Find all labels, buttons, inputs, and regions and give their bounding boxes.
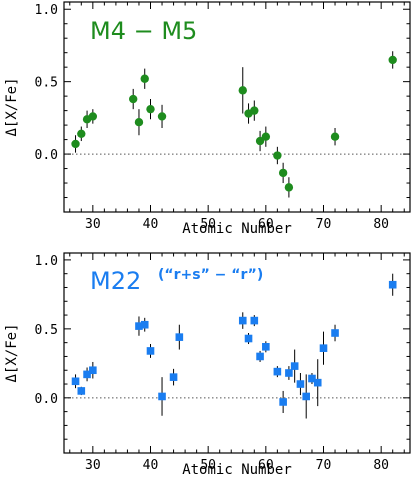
data-point xyxy=(319,344,328,352)
data-point xyxy=(140,74,149,83)
data-point xyxy=(255,136,265,146)
y-tick-label: 0.0 xyxy=(35,392,58,407)
data-point xyxy=(169,373,178,381)
data-point xyxy=(238,316,247,325)
data-point xyxy=(308,374,316,383)
y-tick-label: 1.0 xyxy=(35,254,58,269)
x-tick-label: 40 xyxy=(143,217,159,232)
data-point xyxy=(158,392,166,401)
data-point xyxy=(261,132,271,141)
x-tick-label: 70 xyxy=(316,217,332,232)
bottom-panel-title: M22 xyxy=(90,267,141,295)
bottom-axis-ticks: 30 40 50 60 70 80 0.0 0.5 1.0 xyxy=(35,253,410,473)
data-point xyxy=(71,139,80,149)
top-axis-ticks: 30 40 50 60 70 80 0.0 0.5 1.0 xyxy=(35,2,410,232)
bottom-y-axis-label: Δ[X/Fe] xyxy=(4,323,20,382)
data-point xyxy=(250,316,259,325)
top-panel-title: M4 − M5 xyxy=(90,17,197,45)
top-y-axis-label: Δ[X/Fe] xyxy=(4,77,20,136)
data-point xyxy=(250,106,259,115)
y-tick-label: 0.5 xyxy=(35,76,58,91)
y-tick-label: 0.0 xyxy=(35,148,58,163)
data-point xyxy=(146,104,155,114)
x-tick-label: 50 xyxy=(200,458,216,473)
data-point xyxy=(140,320,149,329)
bottom-error-bars xyxy=(75,273,394,419)
bottom-panel-m22: 30 40 50 60 70 800.00.51.0 M22 (“r+s” − “r”) … xyxy=(4,252,411,478)
data-point xyxy=(146,347,155,355)
x-tick-label: 50 xyxy=(200,217,216,232)
y-tick-label: 1.0 xyxy=(35,3,58,18)
top-error-bars xyxy=(75,51,394,198)
data-point xyxy=(302,392,310,401)
bottom-x-axis-label: Atomic Number xyxy=(182,462,292,478)
data-point xyxy=(262,342,270,351)
top-plot-frame xyxy=(63,1,411,213)
bottom-data-points xyxy=(71,280,397,406)
bottom-panel-subtitle: (“r+s” − “r”) xyxy=(158,267,263,283)
data-point xyxy=(273,151,282,160)
data-point xyxy=(273,367,282,376)
data-point xyxy=(284,183,294,192)
x-tick-label: 80 xyxy=(373,458,389,473)
data-point xyxy=(313,378,322,387)
data-point xyxy=(290,362,299,370)
data-point xyxy=(71,377,80,386)
bottom-plot-frame xyxy=(63,252,411,454)
data-point xyxy=(244,334,253,343)
data-point xyxy=(256,352,264,361)
data-point xyxy=(157,112,167,121)
data-point xyxy=(331,329,339,337)
x-tick-label: 70 xyxy=(316,458,332,473)
data-point xyxy=(129,94,138,104)
data-point xyxy=(238,86,247,95)
data-point xyxy=(279,398,287,406)
data-point xyxy=(77,129,86,138)
data-point xyxy=(330,132,340,141)
x-tick-label: 30 xyxy=(85,458,101,473)
top-panel-m4-m5: 30 40 50 60 70 80 0.0 0.5 1.0 M4 − M5 Atomic Num… xyxy=(4,1,411,237)
data-point xyxy=(135,322,143,330)
x-tick-label: 60 xyxy=(258,217,274,232)
top-data-points xyxy=(71,55,397,192)
data-point xyxy=(175,333,184,341)
data-point xyxy=(77,387,86,395)
data-point xyxy=(88,112,98,121)
x-tick-label: 40 xyxy=(143,458,159,473)
y-tick-label: 0.5 xyxy=(35,323,58,338)
data-point xyxy=(83,370,91,379)
data-point xyxy=(296,380,305,388)
data-point xyxy=(134,118,144,127)
data-point xyxy=(388,55,397,65)
x-tick-label: 80 xyxy=(373,217,389,232)
top-x-axis-label: Atomic Number xyxy=(182,221,292,237)
x-tick-label: 60 xyxy=(258,458,274,473)
data-point xyxy=(388,280,397,289)
x-tick-label: 30 xyxy=(85,217,101,232)
data-point xyxy=(89,366,97,375)
data-point xyxy=(278,168,288,178)
data-point xyxy=(285,369,293,377)
